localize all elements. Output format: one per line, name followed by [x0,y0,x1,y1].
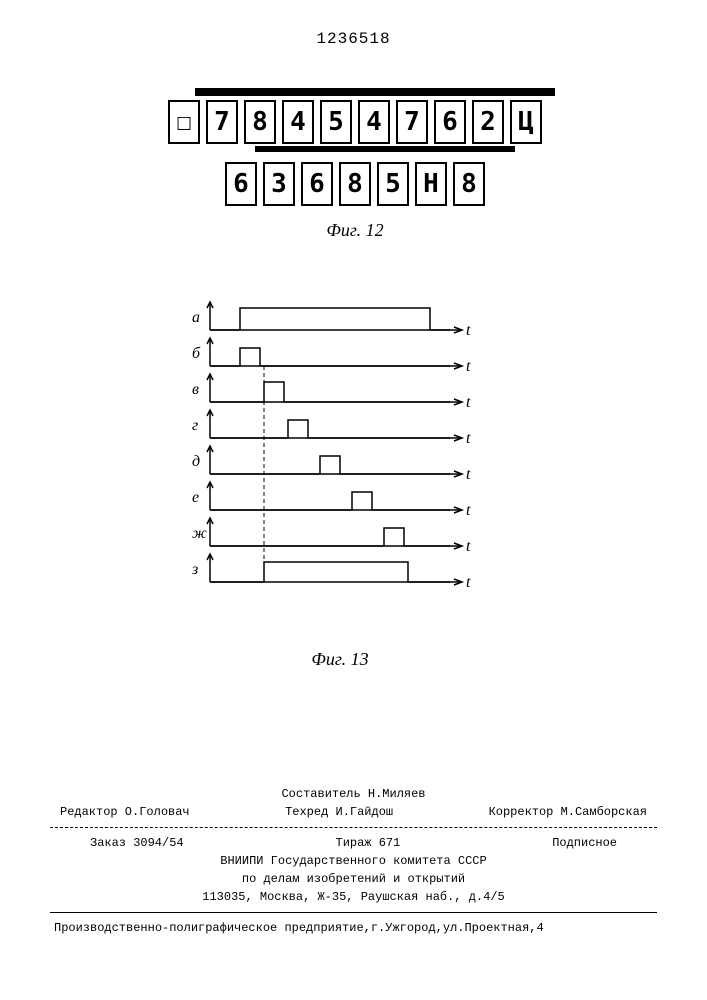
figure-12: ☐78454762Ц 63685Н8 Фиг. 12 [155,100,555,241]
order-number: Заказ 3094/54 [90,834,184,852]
digit-cell: 5 [320,100,352,144]
digit-cell: 6 [225,162,257,206]
digit-cell: ☐ [168,100,200,144]
svg-text:t: t [466,430,471,447]
digit-cell: 8 [453,162,485,206]
svg-text:t: t [466,322,471,339]
digit-row-1: ☐78454762Ц [155,100,555,144]
figure-13: а t б t в t г t д t е t ж t з t Фиг. 13 [180,300,500,670]
techred-credit: Техред И.Гайдош [285,803,393,821]
svg-text:t: t [466,538,471,555]
printer-credit: Производственно-полиграфическое предприя… [50,919,657,937]
svg-text:t: t [466,502,471,519]
digit-cell: 5 [377,162,409,206]
digit-cell: 7 [396,100,428,144]
vniipi-address: 113035, Москва, Ж-35, Раушская наб., д.4… [50,888,657,906]
svg-text:t: t [466,358,471,375]
compiler-credit: Составитель Н.Миляев [50,785,657,803]
footer: Составитель Н.Миляев Редактор О.Головач … [50,785,657,937]
svg-text:ж: ж [192,525,207,542]
svg-text:е: е [192,489,199,506]
digit-row-2: 63685Н8 [155,162,555,206]
digit-cell: 8 [244,100,276,144]
digit-cell: 4 [358,100,390,144]
digit-cell: Н [415,162,447,206]
svg-text:г: г [192,417,198,434]
digit-cell: 6 [434,100,466,144]
svg-text:t: t [466,574,471,591]
editor-credit: Редактор О.Головач [60,803,190,821]
digit-cell: Ц [510,100,542,144]
svg-text:t: t [466,394,471,411]
svg-text:в: в [192,381,199,398]
podpisnoe: Подписное [552,834,617,852]
vniipi-line2: по делам изобретений и открытий [50,870,657,888]
svg-text:д: д [192,453,200,470]
digit-cell: 3 [263,162,295,206]
svg-text:t: t [466,466,471,483]
vniipi-line1: ВНИИПИ Государственного комитета СССР [50,852,657,870]
page-number: 1236518 [0,30,707,48]
digit-cell: 8 [339,162,371,206]
digit-cell: 6 [301,162,333,206]
svg-text:з: з [191,561,198,578]
figure-12-caption: Фиг. 12 [155,220,555,241]
svg-text:а: а [192,309,200,326]
digit-cell: 7 [206,100,238,144]
corrector-credit: Корректор М.Самборская [489,803,647,821]
tirazh: Тираж 671 [336,834,401,852]
digit-cell: 2 [472,100,504,144]
digit-cell: 4 [282,100,314,144]
figure-13-caption: Фиг. 13 [180,649,500,670]
svg-text:б: б [192,345,201,362]
